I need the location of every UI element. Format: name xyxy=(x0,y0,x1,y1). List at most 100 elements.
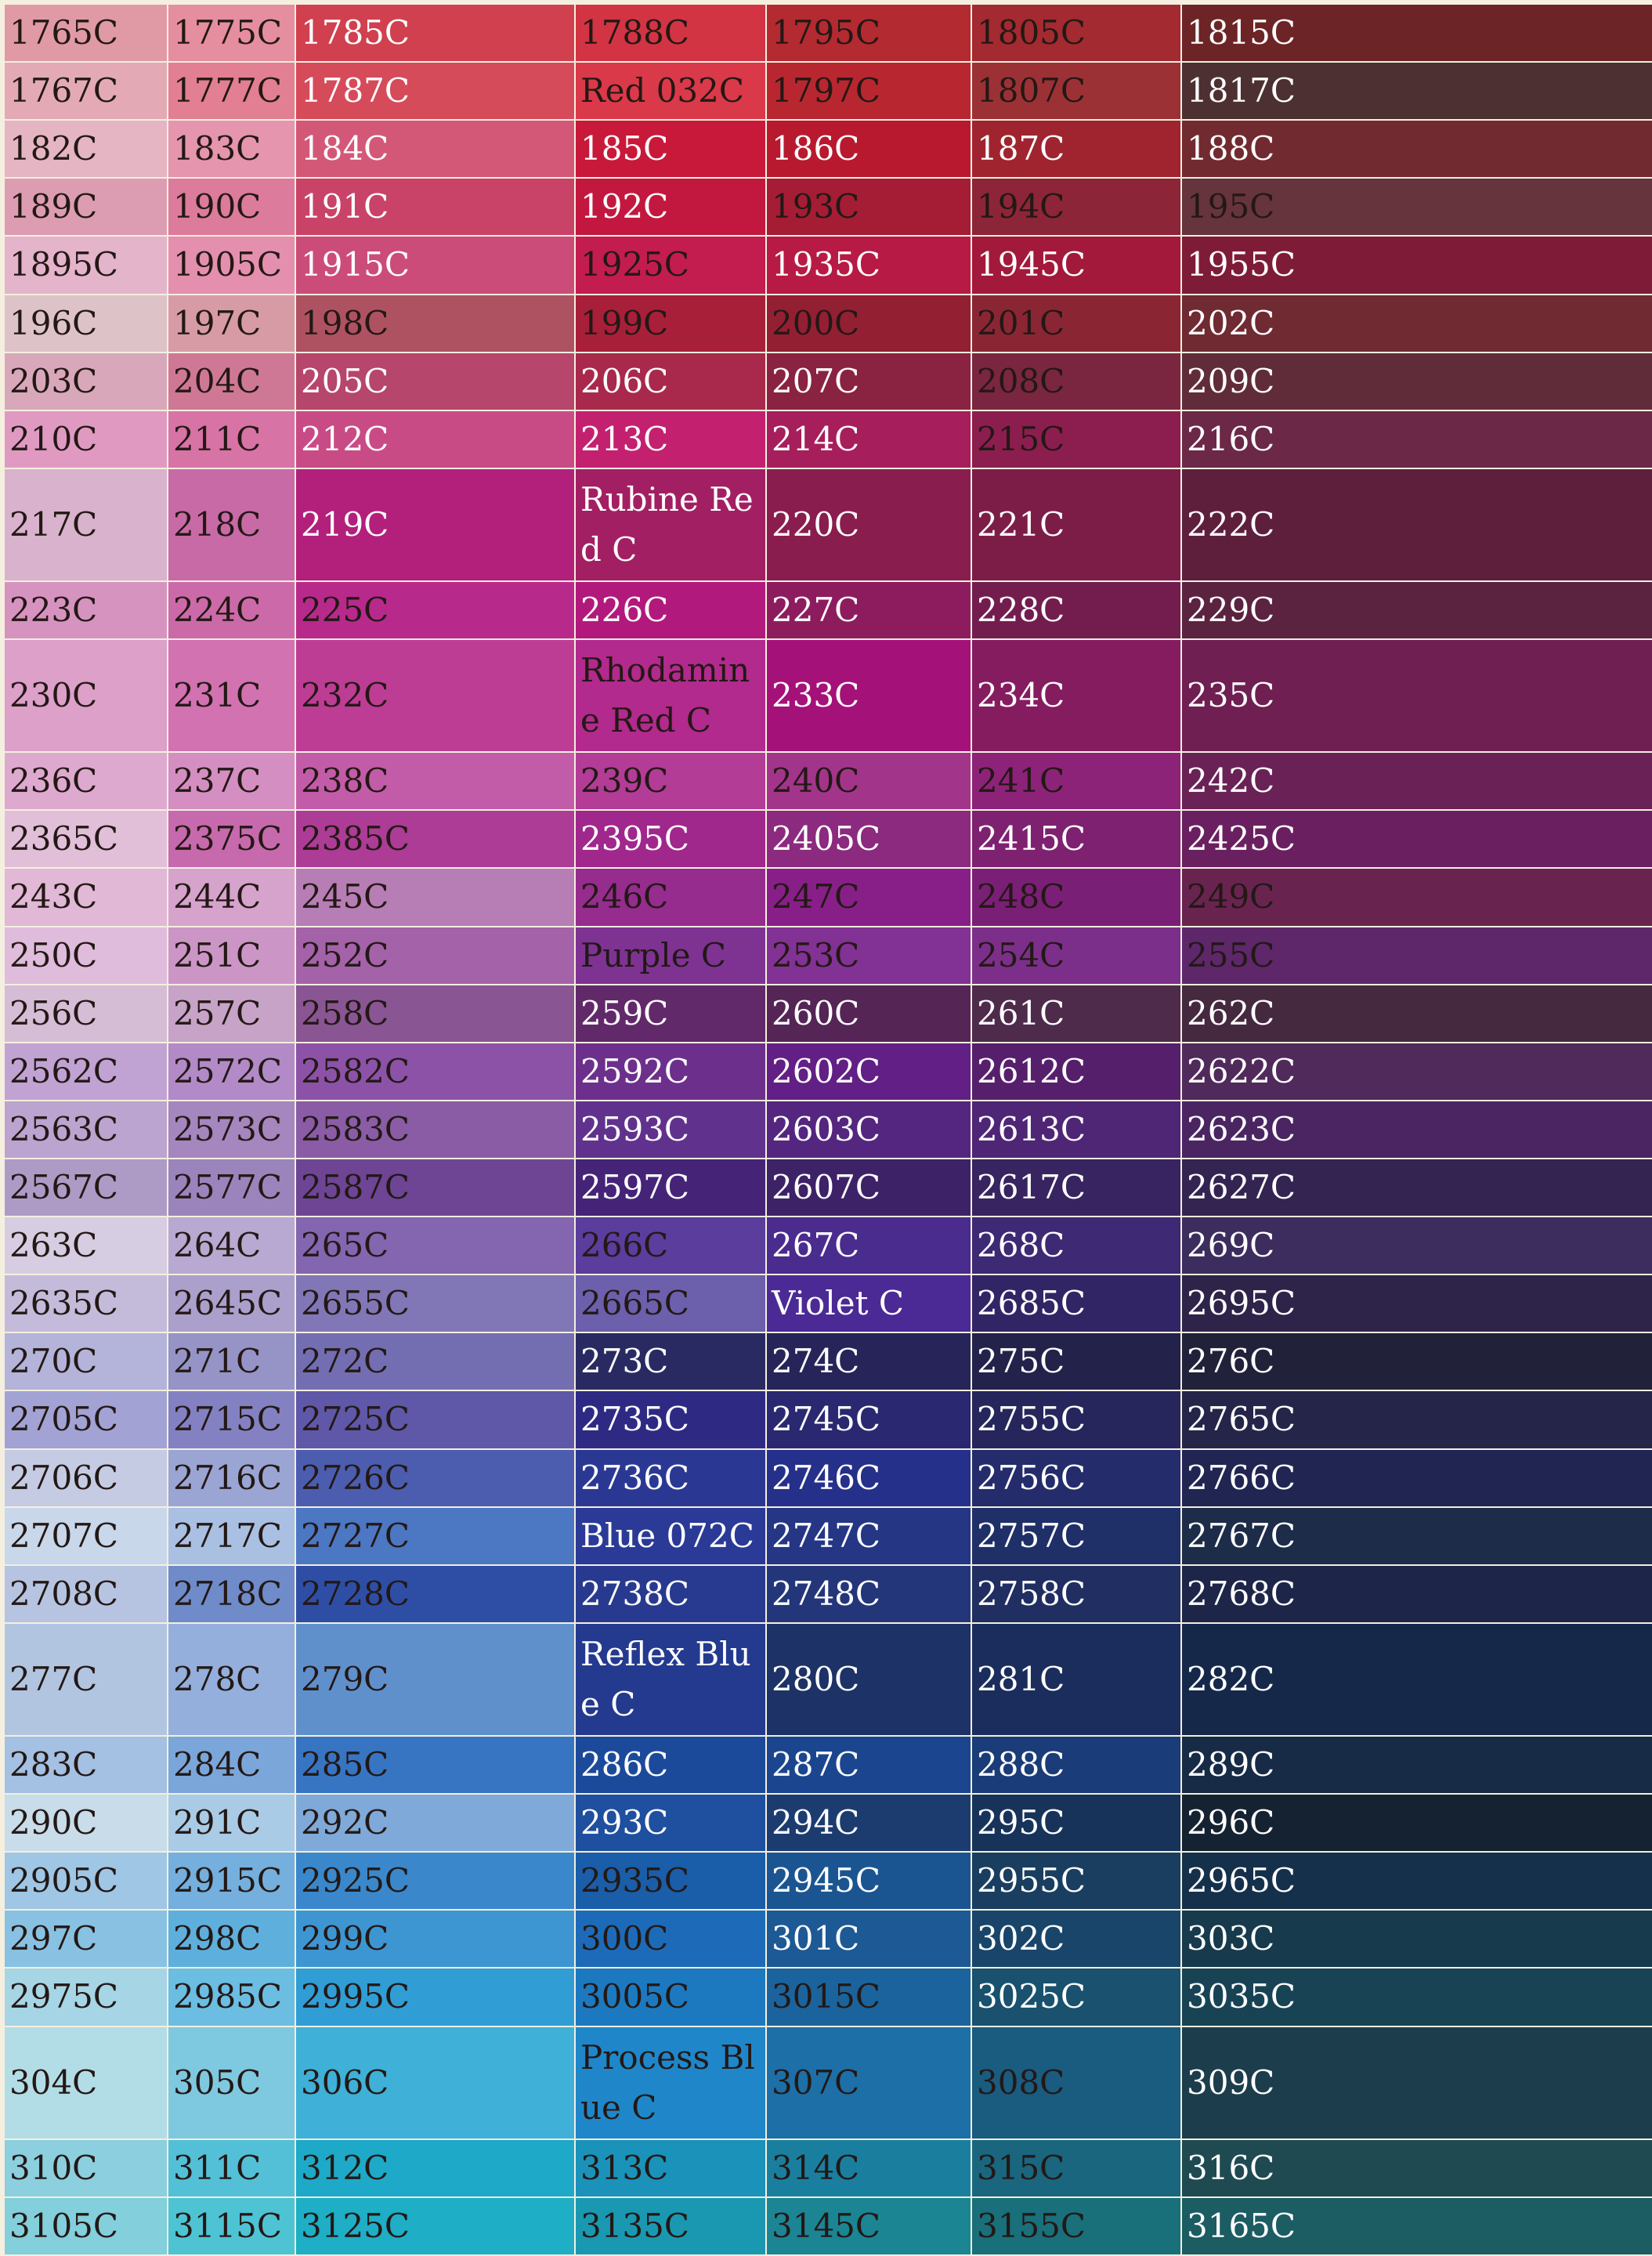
color-swatch: 2985C xyxy=(167,1967,296,2027)
color-swatch: 2572C xyxy=(167,1041,296,1101)
swatch-row: 250C 251C 252C Purple C 253C 254C 255C xyxy=(3,925,1652,985)
color-swatch: 2603C xyxy=(765,1099,972,1159)
color-swatch: Reflex Blue C xyxy=(574,1622,767,1737)
swatch-row: 2563C 2573C 2583C 2593C 2603C 2613C 2623C xyxy=(3,1099,1652,1159)
color-swatch: 238C xyxy=(295,751,576,812)
color-swatch: 2738C xyxy=(574,1564,767,1624)
color-swatch: Rhodamine Red C xyxy=(574,638,767,754)
color-swatch: 219C xyxy=(295,467,576,582)
color-swatch: 3155C xyxy=(971,2196,1182,2256)
color-swatch: 1765C xyxy=(3,2,168,63)
color-swatch: 3135C xyxy=(574,2196,767,2256)
color-swatch: 187C xyxy=(971,119,1182,179)
color-swatch: 1925C xyxy=(574,235,767,295)
color-swatch: 315C xyxy=(971,2138,1182,2198)
color-swatch: 2583C xyxy=(295,1099,576,1159)
color-swatch: 2728C xyxy=(295,1564,576,1624)
color-swatch: 2756C xyxy=(971,1448,1182,1508)
color-swatch: 2645C xyxy=(167,1274,296,1334)
color-swatch: 264C xyxy=(167,1216,296,1276)
color-swatch: 254C xyxy=(971,925,1182,985)
color-swatch: 233C xyxy=(765,638,972,754)
color-swatch: 186C xyxy=(765,119,972,179)
color-swatch: 303C xyxy=(1180,1909,1652,1969)
color-swatch-table: 1765C 1775C 1785C 1788C 1795C 1805C 1815C 1767C… xyxy=(3,2,1652,2256)
color-swatch: 243C xyxy=(3,867,168,927)
color-swatch: 245C xyxy=(295,867,576,927)
color-swatch: 276C xyxy=(1180,1332,1652,1392)
color-swatch: 3025C xyxy=(971,1967,1182,2027)
swatch-row: 230C 231C 232C Rhodamine Red C 233C 234C 235C xyxy=(3,638,1652,754)
color-swatch: 2765C xyxy=(1180,1390,1652,1450)
color-swatch: 193C xyxy=(765,177,972,237)
color-swatch: 2706C xyxy=(3,1448,168,1508)
color-swatch: 215C xyxy=(971,409,1182,469)
color-swatch: Process Blue C xyxy=(574,2025,767,2140)
color-swatch: 202C xyxy=(1180,293,1652,353)
color-swatch: 2768C xyxy=(1180,1564,1652,1624)
swatch-row: 2365C 2375C 2385C 2395C 2405C 2415C 2425C xyxy=(3,809,1652,870)
color-swatch: Rubine Red C xyxy=(574,467,767,582)
color-swatch: 221C xyxy=(971,467,1182,582)
color-swatch: 314C xyxy=(765,2138,972,2198)
swatch-row: 2706C 2716C 2726C 2736C 2746C 2756C 2766C xyxy=(3,1448,1652,1508)
color-swatch: 244C xyxy=(167,867,296,927)
swatch-row: 2567C 2577C 2587C 2597C 2607C 2617C 2627C xyxy=(3,1157,1652,1218)
color-swatch: 281C xyxy=(971,1622,1182,1737)
color-swatch: 292C xyxy=(295,1793,576,1853)
swatch-row: 304C 305C 306C Process Blue C 307C 308C 309C xyxy=(3,2025,1652,2140)
swatch-row: 263C 264C 265C 266C 267C 268C 269C xyxy=(3,1216,1652,1276)
color-swatch: 251C xyxy=(167,925,296,985)
color-swatch: 241C xyxy=(971,751,1182,812)
color-swatch: 266C xyxy=(574,1216,767,1276)
swatch-row: 203C 204C 205C 206C 207C 208C 209C xyxy=(3,351,1652,411)
swatch-row: 1767C 1777C 1787C Red 032C 1797C 1807C 1817C xyxy=(3,61,1652,121)
color-swatch: 191C xyxy=(295,177,576,237)
color-swatch: 224C xyxy=(167,580,296,641)
swatch-table-body: 1765C 1775C 1785C 1788C 1795C 1805C 1815C 1767C… xyxy=(3,2,1652,2256)
color-swatch: 1915C xyxy=(295,235,576,295)
color-swatch: 311C xyxy=(167,2138,296,2198)
color-swatch: 271C xyxy=(167,1332,296,1392)
color-swatch: 309C xyxy=(1180,2025,1652,2140)
color-swatch: 184C xyxy=(295,119,576,179)
color-swatch: 246C xyxy=(574,867,767,927)
color-swatch: 196C xyxy=(3,293,168,353)
color-swatch: 260C xyxy=(765,983,972,1043)
color-swatch: 1787C xyxy=(295,61,576,121)
color-swatch: 204C xyxy=(167,351,296,411)
color-swatch: 185C xyxy=(574,119,767,179)
color-swatch: 255C xyxy=(1180,925,1652,985)
color-swatch: 261C xyxy=(971,983,1182,1043)
color-swatch: 2597C xyxy=(574,1157,767,1218)
color-swatch: 272C xyxy=(295,1332,576,1392)
color-swatch: 2735C xyxy=(574,1390,767,1450)
color-swatch: 231C xyxy=(167,638,296,754)
color-swatch: Blue 072C xyxy=(574,1506,767,1566)
color-swatch: 192C xyxy=(574,177,767,237)
color-swatch: 262C xyxy=(1180,983,1652,1043)
color-swatch: 235C xyxy=(1180,638,1652,754)
swatch-row: 2975C 2985C 2995C 3005C 3015C 3025C 3035C xyxy=(3,1967,1652,2027)
color-swatch: 195C xyxy=(1180,177,1652,237)
color-swatch: 2602C xyxy=(765,1041,972,1101)
color-swatch: 1905C xyxy=(167,235,296,295)
color-swatch: 250C xyxy=(3,925,168,985)
color-swatch: 182C xyxy=(3,119,168,179)
color-swatch: 304C xyxy=(3,2025,168,2140)
color-swatch: 222C xyxy=(1180,467,1652,582)
color-swatch: 210C xyxy=(3,409,168,469)
color-swatch: 267C xyxy=(765,1216,972,1276)
color-swatch: 2925C xyxy=(295,1851,576,1911)
color-swatch: 2716C xyxy=(167,1448,296,1508)
color-swatch: 2766C xyxy=(1180,1448,1652,1508)
swatch-row: 2562C 2572C 2582C 2592C 2602C 2612C 2622C xyxy=(3,1041,1652,1101)
color-swatch: 2665C xyxy=(574,1274,767,1334)
color-swatch: Purple C xyxy=(574,925,767,985)
color-swatch: 1788C xyxy=(574,2,767,63)
color-swatch: 230C xyxy=(3,638,168,754)
color-swatch: 2955C xyxy=(971,1851,1182,1911)
color-swatch: 198C xyxy=(295,293,576,353)
color-swatch: 270C xyxy=(3,1332,168,1392)
color-swatch: 225C xyxy=(295,580,576,641)
